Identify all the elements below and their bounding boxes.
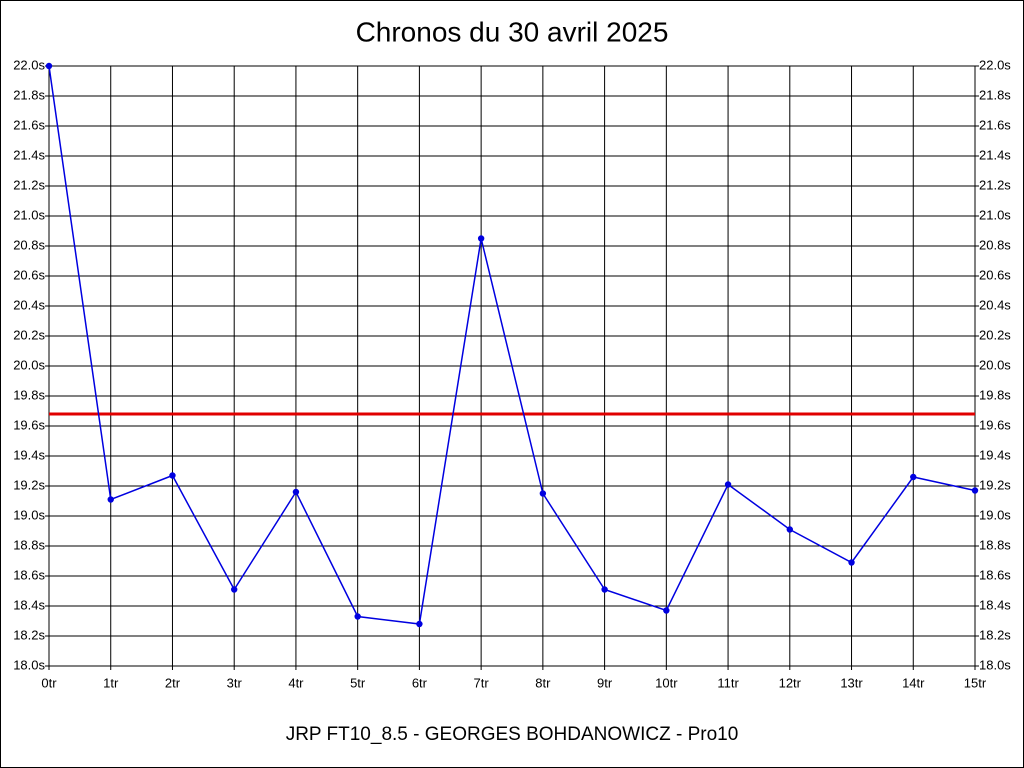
- data-point: [354, 613, 361, 620]
- x-tick-label: 10tr: [655, 675, 678, 690]
- y-tick-label: 18.6s: [13, 567, 45, 582]
- y-tick-label: 19.8s: [13, 387, 45, 402]
- y-tick-label: 19.2s: [13, 477, 45, 492]
- data-point: [231, 586, 238, 593]
- y2-tick-label: 21.8s: [979, 87, 1011, 102]
- y-tick-label: 19.6s: [13, 417, 45, 432]
- y2-tick-label: 20.6s: [979, 267, 1011, 282]
- y-tick-label: 19.4s: [13, 447, 45, 462]
- x-tick-label: 14tr: [902, 675, 925, 690]
- y2-tick-label: 19.0s: [979, 507, 1011, 522]
- x-tick-label: 8tr: [535, 675, 551, 690]
- x-tick-label: 1tr: [103, 675, 119, 690]
- y-tick-label: 19.0s: [13, 507, 45, 522]
- x-tick-label: 11tr: [717, 675, 739, 690]
- data-point: [292, 488, 300, 496]
- x-tick-label: 2tr: [165, 675, 181, 690]
- y-tick-label: 18.4s: [13, 597, 45, 612]
- y-tick-label: 21.8s: [13, 87, 45, 102]
- y2-tick-label: 21.0s: [979, 207, 1011, 222]
- y2-tick-label: 19.4s: [979, 447, 1011, 462]
- data-point: [663, 607, 670, 614]
- y2-tick-label: 21.4s: [979, 147, 1011, 162]
- y-tick-label: 21.2s: [13, 177, 45, 192]
- data-point: [539, 490, 547, 497]
- x-tick-label: 15tr: [964, 675, 987, 690]
- y2-tick-label: 22.0s: [979, 57, 1011, 72]
- data-point: [107, 496, 114, 503]
- data-point: [601, 586, 608, 593]
- x-tick-label: 4tr: [288, 675, 304, 690]
- y2-tick-label: 21.6s: [979, 117, 1011, 132]
- y2-tick-label: 18.6s: [979, 567, 1011, 582]
- x-tick-label: 3tr: [227, 675, 243, 690]
- x-tick-label: 0tr: [41, 675, 57, 690]
- data-point: [786, 526, 793, 533]
- y-tick-label: 22.0s: [13, 57, 45, 72]
- y2-tick-label: 19.2s: [979, 477, 1011, 492]
- data-point: [169, 472, 176, 479]
- y2-tick-label: 18.0s: [979, 657, 1011, 672]
- y2-tick-label: 18.4s: [979, 597, 1011, 612]
- data-point: [477, 235, 485, 242]
- y-tick-label: 21.4s: [13, 147, 45, 162]
- y2-tick-label: 18.8s: [979, 537, 1011, 552]
- y-tick-label: 18.0s: [13, 657, 45, 672]
- series-line: [48, 65, 976, 625]
- data-point: [848, 559, 855, 566]
- data-point: [971, 487, 979, 494]
- y-tick-label: 18.2s: [13, 627, 45, 642]
- chart-title: Chronos du 30 avril 2025: [356, 16, 669, 47]
- plot-border: [48, 65, 976, 667]
- y-tick-label: 21.0s: [13, 207, 45, 222]
- data-point: [910, 473, 917, 481]
- y-tick-label: 20.4s: [13, 297, 45, 312]
- x-tick-label: 7tr: [474, 675, 490, 690]
- y-tick-label: 20.0s: [13, 357, 45, 372]
- y-tick-label: 20.2s: [13, 327, 45, 342]
- x-tick-label: 5tr: [350, 675, 366, 690]
- x-tick-label: 6tr: [412, 675, 428, 690]
- x-axis-label: JRP FT10_8.5 - GEORGES BOHDANOWICZ - Pro…: [286, 724, 739, 745]
- y2-tick-label: 20.8s: [979, 237, 1011, 252]
- data-point: [416, 620, 423, 628]
- x-tick-label: 13tr: [840, 675, 863, 690]
- y2-tick-label: 18.2s: [979, 627, 1011, 642]
- y2-tick-label: 21.2s: [979, 177, 1011, 192]
- y-tick-label: 21.6s: [13, 117, 45, 132]
- y-tick-label: 18.8s: [13, 537, 45, 552]
- data-point: [45, 62, 53, 70]
- y2-tick-label: 19.8s: [979, 387, 1011, 402]
- data-point: [724, 481, 732, 488]
- y2-tick-label: 19.6s: [979, 417, 1011, 432]
- y-tick-label: 20.8s: [13, 237, 45, 252]
- x-tick-label: 9tr: [597, 675, 613, 690]
- x-tick-label: 12tr: [779, 675, 802, 690]
- y2-tick-label: 20.0s: [979, 357, 1011, 372]
- y-tick-label: 20.6s: [13, 267, 45, 282]
- y2-tick-label: 20.4s: [979, 297, 1011, 312]
- y2-tick-label: 20.2s: [979, 327, 1011, 342]
